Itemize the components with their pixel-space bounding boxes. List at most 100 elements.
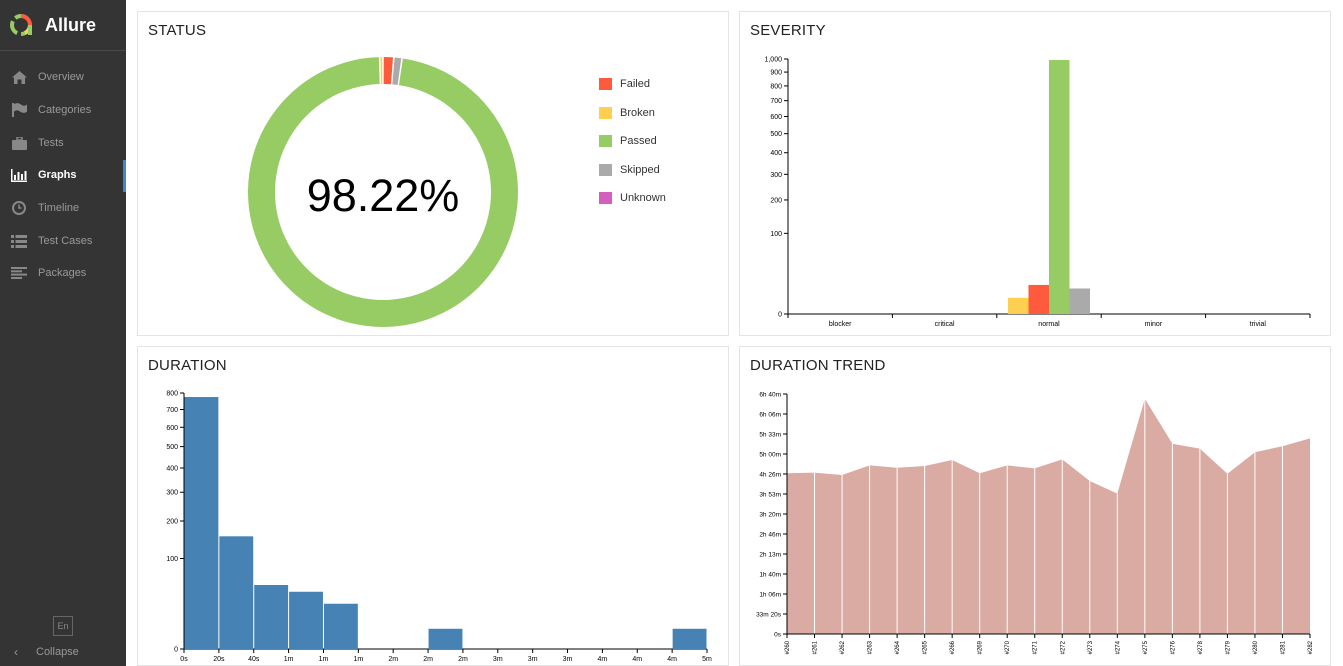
- y-tick-label: 2h 13m: [759, 552, 781, 559]
- sidebar-item-label: Timeline: [38, 202, 80, 214]
- x-tick-label: #274: [1115, 640, 1121, 654]
- sidebar-item-label: Categories: [38, 104, 92, 116]
- clock-icon: [11, 201, 27, 215]
- sidebar-item-label: Test Cases: [38, 235, 93, 247]
- legend-skipped[interactable]: Skipped: [599, 164, 660, 176]
- y-tick-label: 800: [770, 83, 782, 90]
- status-panel: STATUS 98.22% Failed Broken Passed Skipp…: [137, 11, 729, 336]
- brand[interactable]: Allure: [0, 0, 126, 51]
- y-tick-label: 700: [770, 98, 782, 105]
- sidebar-item-graphs[interactable]: Graphs: [0, 160, 126, 192]
- y-tick-label: 1,000: [764, 57, 782, 64]
- x-tick-label: 40s: [248, 656, 260, 663]
- x-tick-label: blocker: [829, 321, 852, 328]
- y-tick-label: 0s: [774, 632, 782, 639]
- y-tick-label: 600: [166, 425, 178, 432]
- y-tick-label: 600: [770, 114, 782, 121]
- sidebar-item-packages[interactable]: Packages: [0, 258, 126, 288]
- duration-bar: [672, 628, 707, 649]
- status-percent-label: 98.22%: [307, 170, 460, 221]
- y-tick-label: 1h 40m: [759, 572, 781, 579]
- duration-panel: DURATION 0 100 200 300 400 500 600 700 800 0s 20s 4…: [137, 346, 729, 666]
- x-tick-label: #260: [785, 640, 791, 654]
- duration-trend-chart: 0s 33m 20s 1h 06m 1h 40m 2h 13m 2h 46m 3h 20m 3…: [756, 392, 1314, 655]
- y-tick-label: 100: [166, 556, 178, 563]
- legend-unknown[interactable]: Unknown: [599, 192, 666, 204]
- x-tick-label: critical: [935, 321, 955, 328]
- panel-title: DURATION: [148, 357, 227, 374]
- x-tick-label: normal: [1038, 321, 1060, 328]
- language-switch[interactable]: En: [53, 616, 73, 636]
- flag-icon: [11, 103, 27, 117]
- x-tick-label: #278: [1198, 640, 1204, 654]
- y-tick-label: 0: [174, 647, 178, 654]
- legend-swatch: [599, 192, 612, 204]
- sidebar-item-label: Overview: [38, 71, 84, 83]
- x-tick-label: #279: [1225, 640, 1231, 654]
- severity-bar-skipped: [1069, 288, 1090, 314]
- sidebar: Allure Overview Categories Tests Graphs …: [0, 0, 126, 666]
- x-tick-label: #265: [923, 640, 929, 654]
- y-tick-label: 400: [770, 150, 782, 157]
- duration-bar: [254, 585, 289, 649]
- y-tick-label: 200: [166, 519, 178, 526]
- legend-label: Skipped: [620, 164, 660, 176]
- duration-trend-panel: DURATION TREND 0s 33m 20s 1h 06m 1h 40m 2h 1…: [739, 346, 1331, 666]
- x-tick-label: #280: [1253, 640, 1259, 654]
- duration-bar: [428, 628, 463, 649]
- list-icon: [11, 234, 27, 248]
- sidebar-item-label: Packages: [38, 267, 87, 279]
- severity-bar-chart: 0 100 200 300 400 500 600 700 800 900 1,000 blocker…: [764, 57, 1311, 328]
- duration-bar: [184, 397, 219, 649]
- x-tick-label: #270: [1005, 640, 1011, 654]
- trend-area: [787, 398, 1310, 634]
- x-tick-label: #282: [1308, 640, 1314, 654]
- x-tick-label: 20s: [213, 656, 225, 663]
- y-tick-label: 900: [770, 70, 782, 77]
- legend-passed[interactable]: Passed: [599, 135, 657, 147]
- panel-title: SEVERITY: [750, 22, 826, 39]
- x-tick-label: #276: [1170, 640, 1176, 654]
- x-tick-label: 2m: [458, 656, 468, 663]
- x-tick-label: 2m: [388, 656, 398, 663]
- y-tick-label: 5h 33m: [759, 432, 781, 439]
- y-tick-label: 2h 46m: [759, 531, 781, 538]
- y-tick-label: 800: [166, 391, 178, 398]
- sidebar-item-categories[interactable]: Categories: [0, 95, 126, 125]
- legend-failed[interactable]: Failed: [599, 78, 650, 90]
- panel-title: DURATION TREND: [750, 357, 886, 374]
- sidebar-item-timeline[interactable]: Timeline: [0, 193, 126, 223]
- duration-bar: [323, 603, 358, 649]
- x-tick-label: #273: [1088, 640, 1094, 654]
- y-tick-label: 200: [770, 197, 782, 204]
- duration-bar: [289, 591, 323, 649]
- y-tick-label: 300: [770, 172, 782, 179]
- briefcase-icon: [11, 136, 27, 150]
- bar-chart-icon: [11, 168, 27, 182]
- sidebar-item-test-cases[interactable]: Test Cases: [0, 226, 126, 256]
- x-tick-label: #269: [978, 640, 984, 654]
- x-tick-label: 3m: [528, 656, 538, 663]
- collapse-button[interactable]: ‹ Collapse: [0, 642, 126, 662]
- x-tick-label: 4m: [667, 656, 677, 663]
- brand-name: Allure: [45, 14, 97, 35]
- align-left-icon: [11, 266, 27, 280]
- x-tick-label: #261: [813, 640, 819, 654]
- y-tick-label: 700: [166, 407, 178, 414]
- y-tick-label: 4h 26m: [759, 471, 781, 478]
- y-tick-label: 3h 53m: [759, 492, 781, 499]
- y-tick-label: 6h 06m: [759, 411, 781, 418]
- sidebar-item-overview[interactable]: Overview: [0, 62, 126, 92]
- status-donut-chart: 98.22%: [248, 57, 518, 327]
- x-tick-label: trivial: [1250, 321, 1267, 328]
- legend-broken[interactable]: Broken: [599, 107, 655, 119]
- x-tick-label: #264: [895, 640, 901, 654]
- y-tick-label: 1h 06m: [759, 591, 781, 598]
- x-tick-label: #275: [1143, 640, 1149, 654]
- x-tick-label: #263: [868, 640, 874, 654]
- legend-label: Broken: [620, 107, 655, 119]
- panel-title: STATUS: [148, 22, 207, 39]
- legend-label: Passed: [620, 135, 657, 147]
- sidebar-item-tests[interactable]: Tests: [0, 128, 126, 158]
- severity-bar-failed: [1028, 284, 1049, 314]
